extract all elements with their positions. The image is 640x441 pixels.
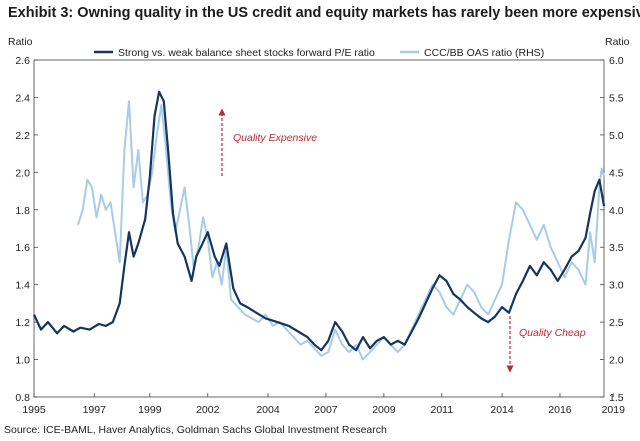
y-right-tick-label: 4.0	[609, 205, 624, 217]
y-left-tick-label: 2.6	[15, 55, 30, 67]
x-tick-label: 2007	[314, 404, 338, 416]
series-line-pe-ratio	[33, 90, 606, 352]
annotation-quality-cheap: Quality Cheap	[519, 327, 586, 339]
y-left-tick-label: 1.0	[15, 355, 30, 367]
y-right-tick-label: 4.5	[609, 167, 624, 179]
x-tick-label: 2011	[431, 404, 454, 416]
y-right-tick-label: 2.0	[609, 355, 624, 367]
x-tick-label: 1995	[22, 404, 46, 416]
y-left-tick-label: 1.8	[15, 205, 30, 217]
y-axis-right-label: Ratio	[605, 36, 630, 48]
y-right-tick-label: 5.5	[609, 92, 624, 104]
y-right-tick-label: 5.0	[609, 130, 624, 142]
y-right-tick-label: 1.5	[609, 392, 624, 404]
x-tick-label: 2019	[602, 404, 626, 416]
y-left-tick-label: 0.8	[15, 392, 30, 404]
y-right-tick-label: 3.0	[609, 280, 624, 292]
plot-area-border	[33, 59, 605, 398]
x-tick-label: 1999	[138, 404, 162, 416]
y-right-tick-label: 2.5	[609, 317, 624, 329]
y-left-tick-label: 2.4	[15, 92, 30, 104]
x-tick-label: 2014	[490, 404, 514, 416]
y-left-tick-label: 2.2	[15, 130, 30, 142]
x-tick-label: 2002	[196, 404, 220, 416]
x-tick-label: 2009	[372, 404, 396, 416]
legend-label-pe-ratio: Strong vs. weak balance sheet stocks for…	[118, 47, 375, 59]
y-axis-left-label: Ratio	[8, 36, 33, 48]
y-left-tick-label: 1.2	[15, 317, 30, 329]
x-tick-label: 2004	[256, 404, 280, 416]
y-right-tick-label: 3.5	[609, 242, 624, 254]
source-note: Source: ICE-BAML, Haver Analytics, Goldm…	[4, 424, 387, 436]
x-tick-label: 1997	[83, 404, 107, 416]
legend-label-oas-ratio: CCC/BB OAS ratio (RHS)	[424, 47, 544, 59]
y-right-tick-label: 6.0	[609, 55, 624, 67]
annotation-quality-expensive: Quality Expensive	[233, 132, 317, 144]
y-left-tick-label: 1.4	[15, 280, 30, 292]
series-line-oas-ratio	[77, 100, 605, 361]
chart-title: Exhibit 3: Owning quality in the US cred…	[8, 5, 640, 21]
y-left-tick-label: 1.6	[15, 242, 30, 254]
x-tick-label: 2016	[548, 404, 572, 416]
y-left-tick-label: 2.0	[15, 167, 30, 179]
